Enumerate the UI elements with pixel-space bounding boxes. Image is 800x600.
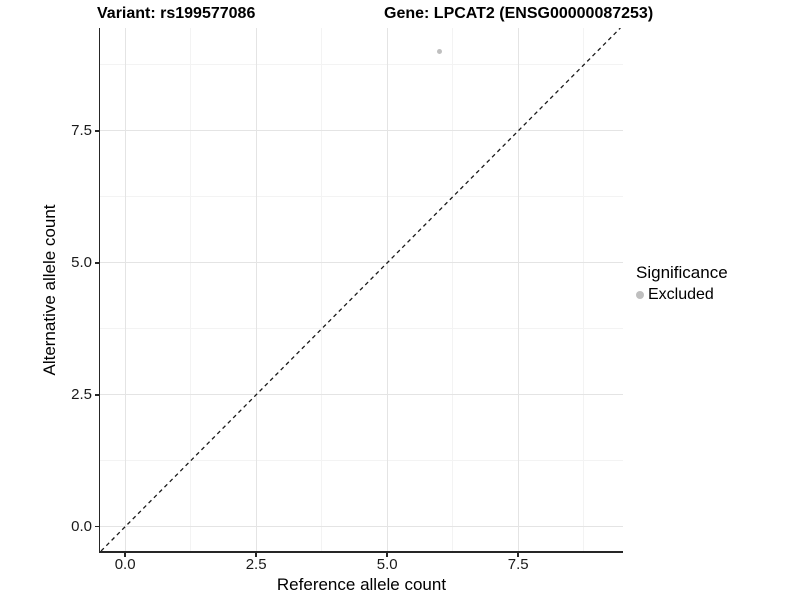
x-tick-label: 5.0 [376,556,398,573]
gridline-x-minor [190,28,192,551]
y-tick-label: 0.0 [71,517,92,535]
legend-item-label: Excluded [648,286,714,303]
gridline-y-major [100,526,623,528]
gridline-y-major [100,262,623,264]
gridline-y-minor [100,460,623,462]
gridline-y-minor [100,196,623,198]
legend-title: Significance [636,263,728,282]
x-tick-mark [124,552,126,557]
gridline-y-minor [100,328,623,330]
y-tick-label: 7.5 [71,121,92,139]
y-axis-title: Alternative allele count [40,204,59,376]
x-tick-mark [517,552,519,557]
gridline-x-major [255,28,257,551]
identity-dashed-line [100,28,621,551]
data-point [437,49,443,55]
y-axis-line [98,28,100,553]
gridline-y-major [100,394,623,396]
y-tick-mark [94,394,99,396]
legend: Significance Excluded [636,262,728,304]
x-tick-label: 7.5 [507,556,529,573]
gridline-y-minor [100,64,623,66]
excluded-point-icon [636,291,644,299]
plot-panel [100,28,623,551]
gridline-x-minor [321,28,323,551]
x-axis-line [98,551,623,553]
gridline-x-major [386,28,388,551]
y-tick-label: 5.0 [71,253,92,271]
gridline-x-minor [452,28,454,551]
plot-title-gene: Gene: LPCAT2 (ENSG00000087253) [384,5,654,22]
x-tick-mark [386,552,388,557]
gridline-x-major [517,28,519,551]
y-tick-mark [94,130,99,132]
plot-title-variant: Variant: rs199577086 [97,5,256,22]
x-tick-mark [255,552,257,557]
gridline-y-major [100,130,623,132]
gridline-x-minor [583,28,585,551]
y-tick-mark [94,525,99,528]
legend-item-excluded: Excluded [636,286,728,304]
x-tick-label: 2.5 [245,556,267,573]
y-tick-label: 2.5 [71,385,92,403]
y-tick-mark [94,262,99,264]
gridline-x-major [124,28,126,551]
x-axis-title: Reference allele count [276,575,447,594]
x-tick-label: 0.0 [114,556,136,573]
